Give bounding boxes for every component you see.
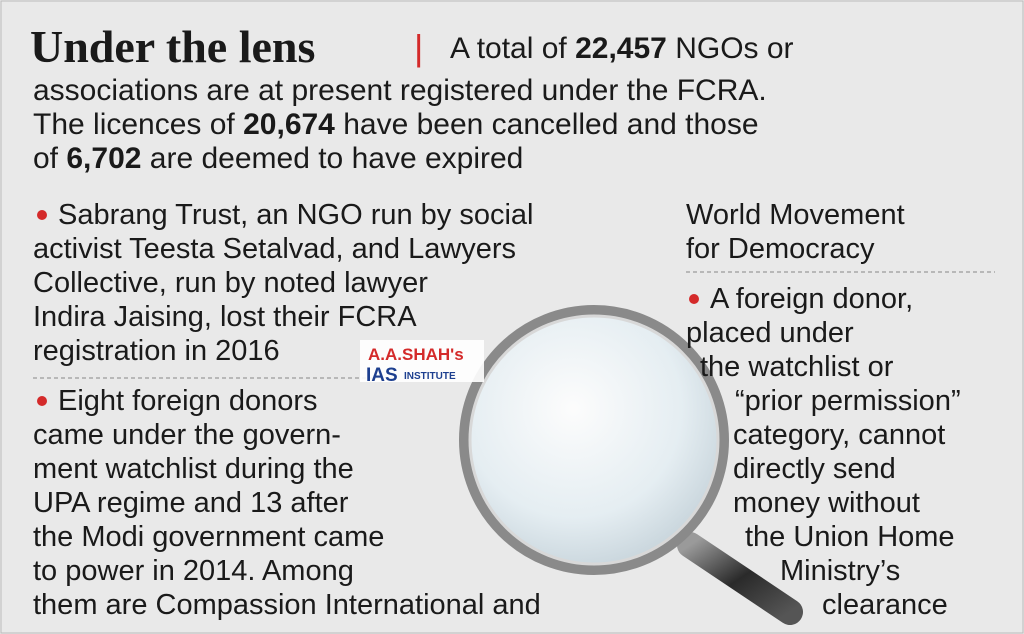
intro-text: of bbox=[33, 142, 66, 175]
body-line: them are Compassion International and bbox=[33, 589, 541, 621]
intro-text: are deemed to have expired bbox=[141, 142, 523, 175]
body-line: category, cannot bbox=[733, 419, 945, 451]
watermark-brand: IAS bbox=[366, 365, 398, 386]
intro-text: have been cancelled and those bbox=[335, 108, 759, 141]
intro-line: The licences of 20,674 have been cancell… bbox=[33, 108, 759, 141]
body-line: for Democracy bbox=[686, 233, 875, 265]
body-line: Ministry’s bbox=[780, 555, 900, 587]
body-line: clearance bbox=[822, 589, 948, 621]
body-line: the watchlist or bbox=[700, 351, 894, 383]
intro-text: A total of bbox=[450, 32, 575, 65]
intro-text: NGOs or bbox=[667, 32, 794, 65]
body-line: directly send bbox=[733, 453, 896, 485]
body-line: to power in 2014. Among bbox=[33, 555, 354, 587]
intro-line: A total of 22,457 NGOs or bbox=[450, 32, 794, 65]
body-line: activist Teesta Setalvad, and Lawyers bbox=[33, 233, 516, 265]
intro-line: associations are at present registered u… bbox=[33, 74, 767, 107]
intro-line: of 6,702 are deemed to have expired bbox=[33, 142, 523, 175]
magnifier bbox=[459, 305, 803, 625]
body-line: placed under bbox=[686, 317, 854, 349]
bullet-dot bbox=[37, 396, 47, 406]
bullet-dot bbox=[689, 294, 699, 304]
title: Under the lens bbox=[30, 21, 315, 72]
watermark: A.A.SHAH's IAS INSTITUTE bbox=[360, 340, 484, 386]
bullet-dot bbox=[37, 210, 47, 220]
body-line: the Modi government came bbox=[33, 521, 384, 553]
highlight-number: 20,674 bbox=[243, 108, 335, 141]
body-line: registration in 2016 bbox=[33, 335, 280, 367]
body-line: “prior permission” bbox=[735, 385, 961, 417]
body-line: A foreign donor, bbox=[710, 283, 913, 315]
highlight-number: 6,702 bbox=[66, 142, 141, 175]
body-line: money without bbox=[733, 487, 920, 519]
intro-text: The licences of bbox=[33, 108, 243, 141]
body-line: came under the govern- bbox=[33, 419, 341, 451]
body-line: Indira Jaising, lost their FCRA bbox=[33, 301, 417, 333]
body-line: Collective, run by noted lawyer bbox=[33, 267, 428, 299]
intro-text: associations are at present registered u… bbox=[33, 74, 767, 107]
watermark-subtitle: INSTITUTE bbox=[404, 371, 456, 382]
body-line: World Movement bbox=[686, 199, 905, 231]
highlight-number: 22,457 bbox=[575, 32, 667, 65]
body-line: Eight foreign donors bbox=[58, 385, 318, 417]
body-line: Sabrang Trust, an NGO run by social bbox=[58, 199, 534, 231]
watermark-name: A.A.SHAH's bbox=[368, 345, 464, 364]
separator: | bbox=[414, 27, 423, 68]
body-line: the Union Home bbox=[745, 521, 955, 553]
body-line: UPA regime and 13 after bbox=[33, 487, 349, 519]
body-line: ment watchlist during the bbox=[33, 453, 354, 485]
